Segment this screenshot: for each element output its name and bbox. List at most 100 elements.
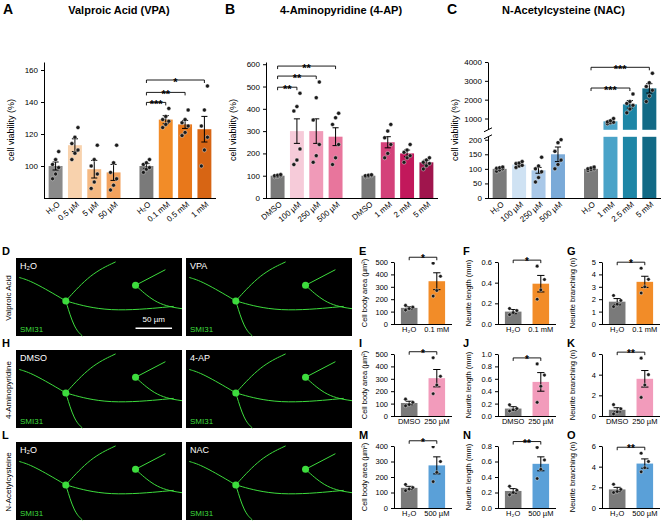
data-point <box>167 119 171 123</box>
neurite-sketch <box>306 377 352 400</box>
data-point <box>402 160 406 164</box>
bar <box>159 120 173 198</box>
y-axis-line <box>602 355 603 417</box>
x-tick-label: 2.5 mM <box>610 200 636 224</box>
data-point <box>520 160 524 164</box>
bar <box>584 169 598 198</box>
y-tick-mark <box>599 416 602 417</box>
data-point <box>615 302 619 306</box>
y-tick-mark <box>599 312 602 313</box>
data-point <box>383 136 387 140</box>
chart-title: Valproic Acid (VPA) <box>68 4 170 16</box>
bar <box>178 124 192 198</box>
neurite-sketch <box>136 469 182 492</box>
y-tick: 500 <box>247 83 266 92</box>
data-point <box>643 466 647 470</box>
data-point <box>279 173 283 177</box>
y-tick-label: 100 <box>375 488 388 497</box>
data-point <box>337 142 341 146</box>
y-tick-mark <box>391 324 394 325</box>
data-point <box>331 163 335 167</box>
y-tick-mark <box>391 416 394 417</box>
panel-letter: F <box>463 245 470 257</box>
y-tick: 2000 <box>464 96 488 105</box>
y-tick: 2 <box>592 391 602 400</box>
y-tick-label: 600 <box>247 60 261 69</box>
neurite-sketch <box>306 362 336 378</box>
data-point <box>411 401 415 405</box>
y-axis-title: Neurite length (mm) <box>464 351 473 418</box>
data-point <box>408 142 412 146</box>
y-tick-mark <box>391 493 394 494</box>
neurite-sketch <box>236 262 286 301</box>
y-tick-label: 4000 <box>464 58 482 67</box>
bar <box>381 142 395 198</box>
bar <box>637 282 654 324</box>
y-tick-label: 0.8 <box>482 362 492 371</box>
image-panel: DValproic AcidH₂OSMI3150 µmVPASMI31 <box>2 245 352 336</box>
y-tick-label: 3 <box>592 283 596 292</box>
data-point <box>537 176 541 180</box>
data-point <box>92 180 96 184</box>
significance-label: ** <box>302 62 311 74</box>
significance-label: * <box>421 253 425 264</box>
y-tick: 100 <box>247 172 266 181</box>
y-tick-mark <box>495 324 498 325</box>
y-tick-mark <box>495 416 498 417</box>
x-tick-label: 500 µM <box>315 200 342 224</box>
bar <box>139 166 153 198</box>
data-point <box>147 166 151 170</box>
y-tick: 0.0 <box>482 412 498 421</box>
y-tick-mark <box>599 274 602 275</box>
y-tick-mark <box>599 446 602 447</box>
panel: G012345H₂O0.1 mMNeurite branching (n)* <box>567 245 660 334</box>
y-tick: 0.4 <box>482 387 498 396</box>
data-point <box>161 118 165 122</box>
y-tick-label: 0 <box>256 194 261 203</box>
data-point <box>539 467 543 471</box>
data-point <box>141 170 145 174</box>
y-tick-label: 300 <box>247 127 261 136</box>
y-axis: 012345 <box>592 258 603 329</box>
y-tick-label: 0 <box>478 194 483 203</box>
data-point <box>535 446 539 449</box>
data-point <box>112 161 116 165</box>
neurite-sketch <box>19 278 65 301</box>
data-point <box>164 114 168 118</box>
data-point <box>295 105 299 109</box>
data-point <box>70 158 74 162</box>
data-point <box>115 143 119 147</box>
panel-letter: E <box>359 245 366 257</box>
panel: E0100200300400500H₂O0.1 mMCell body area… <box>359 245 452 334</box>
neurite-sketch <box>189 370 235 393</box>
y-axis: 0.00.20.40.6 <box>482 258 499 329</box>
x-tick-label: DMSO <box>398 417 421 426</box>
y-tick: 0 <box>592 320 602 329</box>
y-tick-label: 50 <box>473 179 482 188</box>
y-tick-mark <box>391 287 394 288</box>
data-point <box>147 158 151 162</box>
data-point <box>511 491 515 495</box>
y-tick-mark <box>263 198 266 199</box>
y-tick-label: 150 <box>469 150 483 159</box>
data-point <box>639 396 643 400</box>
y-tick: 400 <box>375 442 394 451</box>
x-tick-label: 500 µM <box>632 509 657 518</box>
data-point <box>553 149 557 153</box>
micrograph: VPASMI31 <box>186 258 352 336</box>
y-tick: 200 <box>375 473 394 482</box>
data-point <box>180 134 184 138</box>
bar <box>637 379 654 416</box>
y-tick: 0.2 <box>482 488 498 497</box>
bar <box>505 409 522 416</box>
x-tick-label: 0.5 µM <box>56 200 81 223</box>
panel: AValproic Acid (VPA)100120140160H₂O0.5 µ… <box>3 1 216 224</box>
data-point <box>89 164 93 168</box>
panel-letter: L <box>2 429 9 441</box>
data-point <box>73 135 77 139</box>
stain-label: SMI31 <box>190 325 214 334</box>
y-tick-mark <box>263 153 266 154</box>
data-point <box>612 403 616 407</box>
soma-sketch <box>302 466 309 473</box>
data-point <box>501 165 505 169</box>
